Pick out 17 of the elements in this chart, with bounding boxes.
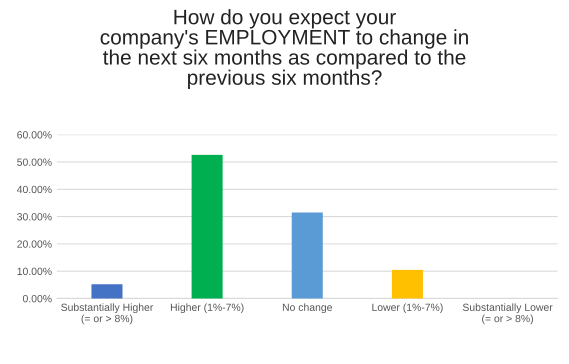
bar xyxy=(91,284,122,298)
y-tick-label: 10.00% xyxy=(18,268,52,276)
x-tick-label: Lower (1%-7%) xyxy=(372,303,443,314)
y-tick-label: 30.00% xyxy=(17,213,52,220)
bar xyxy=(192,154,223,298)
x-tick-label: Higher (1%-7%) xyxy=(170,303,244,314)
y-tick-label: 20.00% xyxy=(17,240,52,248)
y-tick-label: 60.00% xyxy=(17,131,52,139)
x-tick-label: Substantially Higher (= or > 8%) xyxy=(61,303,154,324)
bar xyxy=(392,270,423,298)
bar xyxy=(292,212,323,298)
y-tick-label: 50.00% xyxy=(17,158,52,166)
y-tick-label: 40.00% xyxy=(16,186,52,194)
y-tick-label: 0.00% xyxy=(22,294,52,302)
x-tick-label: No change xyxy=(282,303,332,314)
chart-title: How do you expect your company's EMPLOYMENT to change in the next six months as compared to the previous six months? xyxy=(100,9,468,90)
x-tick-label: Substantially Lower (= or > 8%) xyxy=(462,303,553,324)
